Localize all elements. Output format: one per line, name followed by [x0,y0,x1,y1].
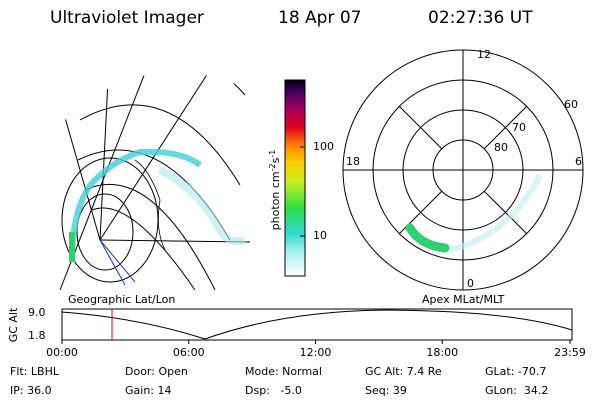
y-tick-label: 9.0 [28,306,46,319]
map-label: Geographic Lat/Lon [68,293,175,306]
y-label: GC Alt [7,307,20,342]
date: 18 Apr 07 [278,8,361,28]
time: 02:27:36 UT [428,8,533,28]
mlt-label: 6 [575,155,582,168]
polar-plot [342,49,584,291]
x-tick-label: 18:00 [426,346,458,359]
colorbar-tick-label: 10 [313,229,327,242]
label-part: -2 [268,163,277,171]
colorbar-tick-label: 100 [313,140,334,153]
info-panel: Flt: LBHL Door: Open Mode: Normal GC Alt: 7… [10,365,548,397]
info-item: Door: Open [125,365,188,378]
info-item: GC Alt: 7.4 Re [365,365,442,378]
mlt-label: 12 [477,48,491,61]
altitude-curve [61,309,573,340]
x-tick-label: 23:59 [554,346,586,359]
x-tick-label: 00:00 [46,346,78,359]
info-item: Flt: LBHL [10,365,60,378]
mlat-label: 70 [512,121,526,134]
title: Ultraviolet Imager [50,8,204,28]
mlt-label: 0 [467,277,474,290]
label-part: s [269,157,282,163]
colorbar-label: photon cm-2s-1 [268,150,283,231]
altitude-frame [61,308,573,341]
mlat-label: 60 [564,98,578,111]
info-item: Mode: Normal [245,365,322,378]
label-part: photon cm [269,171,282,230]
info-item: IP: 36.0 [10,384,52,397]
info-item: GLat: -70.7 [485,365,546,378]
y-tick-label: 1.8 [28,329,46,342]
label-part: -1 [268,150,277,158]
x-tick-label: 12:00 [300,346,332,359]
info-item: GLon: 34.2 [485,384,548,397]
info-item: Seq: 39 [365,384,407,397]
info-item: Dsp: -5.0 [245,384,302,397]
geo-map [59,72,250,290]
info-item: Gain: 14 [125,384,172,397]
geo-aurora [69,148,247,262]
x-ticks: 00:00 06:00 12:00 18:00 23:59 [46,340,586,359]
mlat-label: 80 [494,141,508,154]
polar-aurora [405,173,543,253]
mlt-label: 18 [346,155,360,168]
x-tick-label: 06:00 [173,346,205,359]
colorbar [284,79,306,277]
map-label: Apex MLat/MLT [422,293,505,306]
